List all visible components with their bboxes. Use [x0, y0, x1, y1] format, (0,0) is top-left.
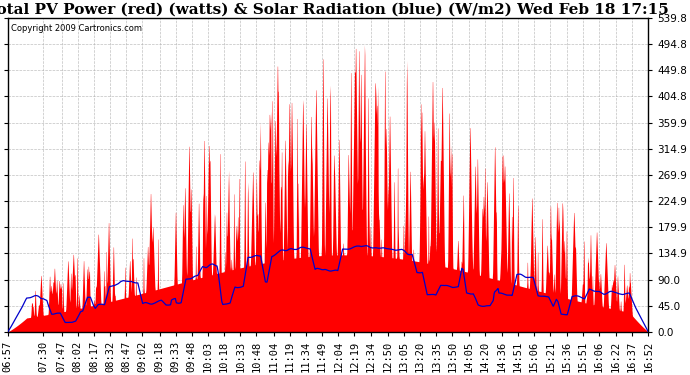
Text: Copyright 2009 Cartronics.com: Copyright 2009 Cartronics.com — [11, 24, 142, 33]
Title: Total PV Power (red) (watts) & Solar Radiation (blue) (W/m2) Wed Feb 18 17:15: Total PV Power (red) (watts) & Solar Rad… — [0, 3, 669, 17]
